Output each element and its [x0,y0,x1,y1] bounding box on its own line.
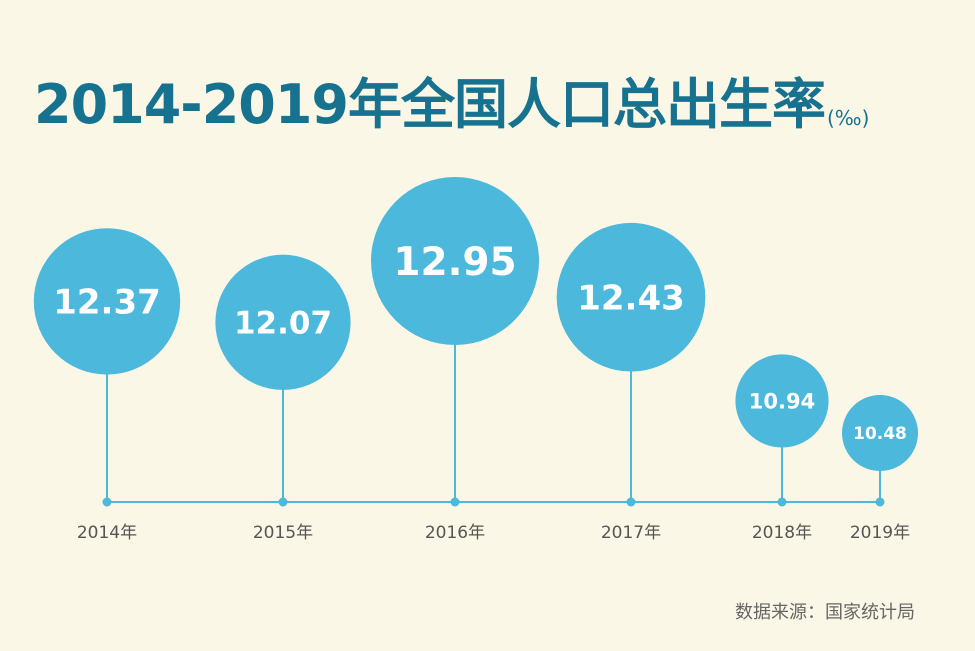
baseline-dot [450,497,460,507]
data-source: 数据来源：国家统计局 [735,602,915,623]
baseline-dot [777,497,787,507]
x-tick-label: 2016年 [425,523,485,543]
value-label: 10.48 [853,424,907,444]
bubble [33,228,181,375]
x-tick-label: 2019年 [850,523,910,543]
x-tick-label: 2014年 [77,523,137,543]
bubble [735,354,829,448]
bubble [842,395,918,471]
chart-title-text: 2014-2019年全国人口总出生率 [34,73,826,136]
chart-unit: (‰) [827,106,870,130]
baseline-dot [102,497,112,507]
bubble [215,254,351,390]
value-label: 10.94 [749,390,815,414]
chart-title: 2014-2019年全国人口总出生率 (‰) [34,78,869,132]
value-label: 12.07 [234,305,332,341]
baseline-dot [875,497,885,507]
bubble [371,177,539,345]
value-label: 12.37 [53,283,161,323]
value-label: 12.95 [393,240,516,285]
x-tick-label: 2017年 [601,523,661,543]
bubble [556,222,706,372]
baseline-dot [278,497,288,507]
baseline-dot [626,497,636,507]
x-tick-label: 2018年 [752,523,812,543]
value-label: 12.43 [577,278,685,318]
x-tick-label: 2015年 [253,523,313,543]
